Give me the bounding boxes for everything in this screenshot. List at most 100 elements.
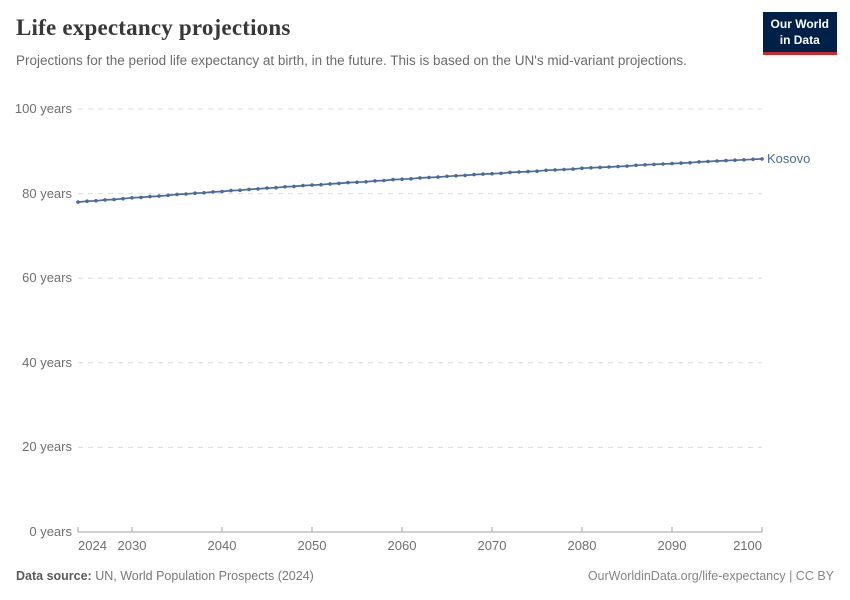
- data-point[interactable]: [418, 176, 422, 180]
- data-point[interactable]: [616, 164, 620, 169]
- data-point[interactable]: [445, 174, 449, 179]
- data-point[interactable]: [724, 158, 728, 163]
- data-point[interactable]: [436, 175, 440, 179]
- data-point[interactable]: [463, 173, 467, 178]
- data-point[interactable]: [490, 171, 494, 176]
- data-point[interactable]: [733, 158, 737, 162]
- data-point[interactable]: [310, 183, 314, 187]
- data-point[interactable]: [319, 182, 323, 187]
- data-point[interactable]: [652, 162, 656, 167]
- data-point[interactable]: [526, 169, 530, 174]
- data-point[interactable]: [112, 197, 116, 202]
- attribution-link[interactable]: OurWorldinData.org/life-expectancy | CC …: [587, 569, 834, 583]
- data-point[interactable]: [715, 159, 719, 163]
- data-point[interactable]: [121, 196, 125, 201]
- data-point[interactable]: [634, 163, 638, 168]
- data-point[interactable]: [580, 166, 584, 170]
- data-point[interactable]: [409, 177, 413, 181]
- data-point[interactable]: [85, 199, 89, 203]
- data-point[interactable]: [94, 199, 98, 203]
- data-point[interactable]: [670, 161, 674, 166]
- owid-logo-line2: in Data: [779, 32, 820, 47]
- data-point[interactable]: [166, 193, 170, 198]
- data-point[interactable]: [661, 162, 665, 166]
- y-tick-label: 100 years: [14, 101, 72, 116]
- data-point[interactable]: [517, 170, 521, 174]
- data-point[interactable]: [589, 166, 593, 170]
- data-point[interactable]: [76, 200, 80, 204]
- data-point[interactable]: [265, 186, 269, 190]
- y-tick-label: 20 years: [22, 439, 72, 455]
- data-point[interactable]: [643, 163, 647, 167]
- x-tick-label: 2040: [207, 538, 237, 553]
- data-point[interactable]: [211, 190, 215, 194]
- data-point[interactable]: [364, 180, 368, 184]
- data-point[interactable]: [679, 161, 683, 165]
- data-point[interactable]: [499, 171, 503, 176]
- data-point[interactable]: [274, 185, 278, 190]
- data-point[interactable]: [391, 177, 395, 182]
- data-point[interactable]: [688, 160, 692, 165]
- data-point[interactable]: [346, 180, 350, 185]
- data-point[interactable]: [742, 158, 746, 162]
- data-point[interactable]: [751, 157, 755, 162]
- data-point[interactable]: [247, 187, 251, 192]
- data-point[interactable]: [220, 189, 224, 194]
- data-point[interactable]: [598, 165, 602, 170]
- x-tick-label: 2050: [297, 538, 327, 553]
- owid-logo[interactable]: Our World in Data: [762, 12, 837, 56]
- data-point[interactable]: [139, 195, 143, 200]
- y-tick-label: 0 years: [29, 524, 72, 539]
- data-point[interactable]: [382, 178, 386, 183]
- data-point[interactable]: [292, 184, 296, 189]
- data-point[interactable]: [337, 181, 341, 186]
- owid-logo-line1: Our World: [770, 17, 829, 31]
- data-point[interactable]: [157, 194, 161, 198]
- data-point[interactable]: [571, 167, 575, 171]
- data-point[interactable]: [355, 180, 359, 184]
- data-point[interactable]: [148, 194, 152, 199]
- data-point[interactable]: [535, 169, 539, 173]
- data-point[interactable]: [400, 177, 404, 181]
- page-title: Life expectancy projections: [16, 15, 291, 40]
- data-point[interactable]: [202, 191, 206, 195]
- chart-subtitle: Projections for the period life expectan…: [16, 53, 687, 68]
- data-point[interactable]: [256, 187, 260, 191]
- data-point[interactable]: [103, 198, 107, 202]
- data-point[interactable]: [625, 164, 629, 168]
- data-point[interactable]: [175, 192, 179, 197]
- data-point[interactable]: [130, 196, 134, 200]
- data-point[interactable]: [301, 183, 305, 188]
- data-point[interactable]: [328, 182, 332, 186]
- data-point[interactable]: [238, 188, 242, 192]
- x-tick-label: 2090: [657, 538, 687, 553]
- data-point[interactable]: [184, 192, 188, 196]
- data-point[interactable]: [553, 168, 557, 172]
- data-point[interactable]: [427, 175, 431, 180]
- x-tick-label: 2080: [567, 538, 597, 553]
- data-point[interactable]: [607, 165, 611, 169]
- data-point[interactable]: [481, 172, 485, 176]
- data-point[interactable]: [229, 188, 233, 193]
- y-tick-label: 60 years: [22, 270, 72, 286]
- x-tick-label: 2070: [477, 538, 507, 553]
- data-point[interactable]: [193, 191, 197, 195]
- series-label-kosovo[interactable]: Kosovo: [767, 150, 811, 166]
- data-point[interactable]: [706, 159, 710, 164]
- data-point[interactable]: [373, 179, 377, 183]
- data-point[interactable]: [454, 174, 458, 178]
- data-point[interactable]: [697, 160, 701, 164]
- data-point[interactable]: [544, 168, 548, 173]
- data-point[interactable]: [283, 185, 287, 189]
- data-point[interactable]: [760, 157, 764, 161]
- data-point[interactable]: [472, 172, 476, 177]
- data-point[interactable]: [562, 167, 566, 172]
- projection-line-kosovo[interactable]: [77, 158, 763, 203]
- data-source-text: UN, World Population Prospects (2024): [91, 569, 314, 583]
- x-tick-label: 2060: [387, 538, 417, 553]
- data-point[interactable]: [508, 170, 512, 175]
- x-tick-label: 2100: [733, 538, 762, 553]
